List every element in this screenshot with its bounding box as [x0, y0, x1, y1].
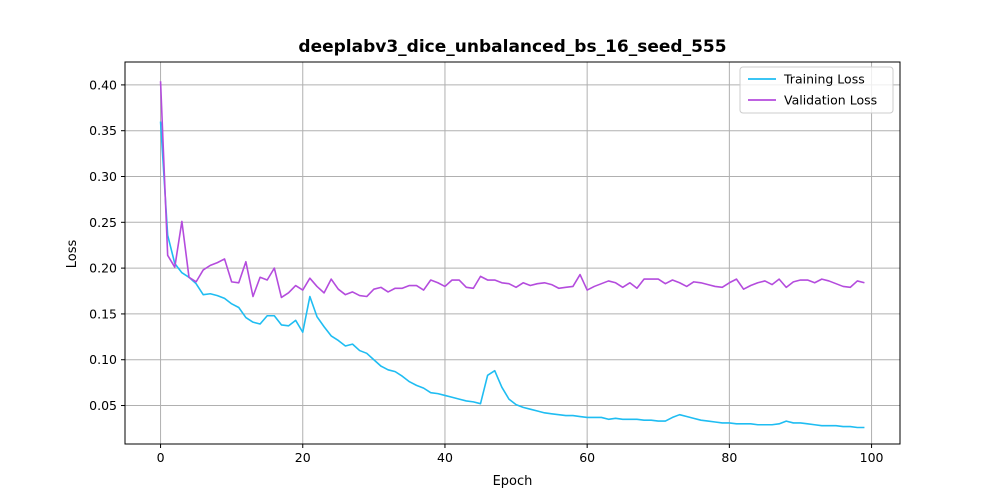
series-lines [159, 81, 865, 429]
x-tick-label: 80 [721, 450, 737, 465]
training-loss-line [159, 121, 865, 429]
x-tick-label: 20 [295, 450, 311, 465]
y-tick-label: 0.35 [89, 123, 117, 138]
x-tick-label: 0 [157, 450, 165, 465]
plot-frame [124, 61, 901, 445]
validation-loss-line [159, 81, 865, 299]
y-tick-label: 0.30 [89, 169, 117, 184]
legend: Training Loss Validation Loss [739, 66, 894, 114]
y-tick-label: 0.25 [89, 215, 117, 230]
grid [125, 62, 900, 444]
y-axis-label: Loss [65, 240, 80, 269]
legend-label: Training Loss [783, 72, 865, 87]
legend-box [739, 66, 894, 114]
x-axis-label: Epoch [493, 474, 533, 489]
x-tick-label: 60 [579, 450, 595, 465]
x-tick-label: 100 [860, 450, 884, 465]
y-tick-label: 0.40 [89, 77, 117, 92]
y-tick-label: 0.05 [89, 398, 117, 413]
y-tick-label: 0.15 [89, 306, 117, 321]
x-tick-label: 40 [437, 450, 453, 465]
y-tick-label: 0.20 [89, 261, 117, 276]
legend-label: Validation Loss [784, 93, 877, 108]
y-tick-label: 0.10 [89, 352, 117, 367]
axis-ticks: 0 20 40 60 80 100 0.05 0.10 0.15 0.20 0.25 0.30 0.35… [89, 77, 883, 465]
chart-title: deeplabv3_dice_unbalanced_bs_16_seed_555 [298, 37, 726, 57]
